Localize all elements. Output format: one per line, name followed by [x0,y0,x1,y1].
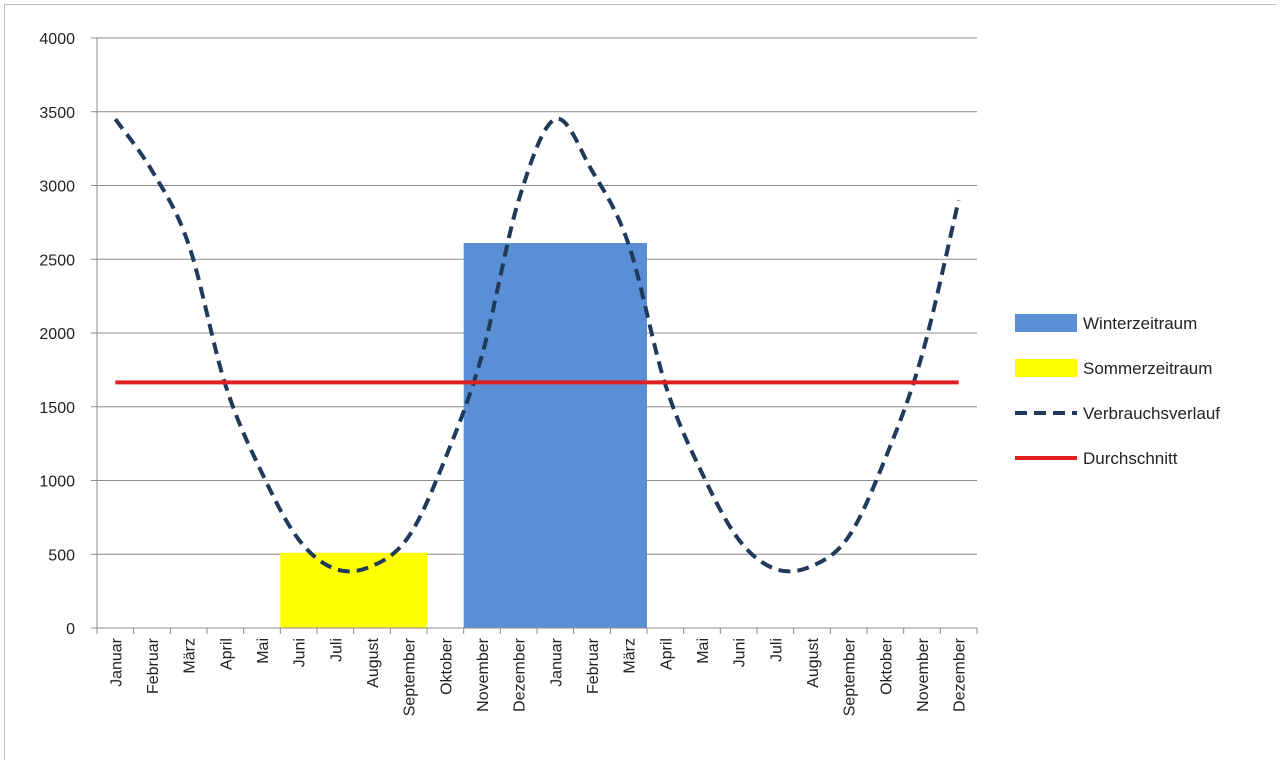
legend: Winterzeitraum Sommerzeitraum Verbrauchsve… [1015,314,1220,468]
x-tick-label-2: März [182,638,199,674]
legend-label-verbrauchsverlauf: Verbrauchsverlauf [1083,404,1220,423]
legend-swatch-winterzeitraum [1015,314,1077,332]
x-tick-label-5: Juni [292,638,309,667]
x-tick-label-7: August [365,637,382,687]
y-tick-label-500: 500 [48,547,75,564]
x-tick-label-15: April [658,638,675,670]
x-tick-label-22: November [915,637,932,711]
y-tick-label-2500: 2500 [39,252,75,269]
x-tick-label-11: Dezember [512,637,529,711]
x-tick-label-20: September [842,637,859,716]
x-tick-label-18: Juli [768,638,785,662]
x-tick-label-19: August [805,637,822,687]
axes: 0 500 1000 1500 2000 2500 3000 3500 4000 Januar Fe… [39,31,978,716]
y-tick-label-1000: 1000 [39,474,75,491]
y-tick-label-2000: 2000 [39,326,75,343]
x-tick-label-14: März [622,638,639,674]
legend-label-durchschnitt: Durchschnitt [1083,449,1178,468]
bar-sommerzeitraum [280,552,427,628]
x-tick-label-13: Februar [585,637,602,694]
y-tick-label-1500: 1500 [39,400,75,417]
legend-label-sommerzeitraum: Sommerzeitraum [1083,359,1212,378]
x-tick-label-12: Januar [548,637,565,687]
y-tick-label-3500: 3500 [39,105,75,122]
x-tick-label-21: Oktober [878,637,895,695]
series-lines [113,116,961,574]
x-tick-label-4: Mai [255,638,272,664]
legend-swatch-sommerzeitraum [1015,359,1077,377]
x-tick-label-1: Februar [145,637,162,694]
x-tick-label-8: September [402,637,419,716]
line-verbrauchsverlauf [113,116,961,574]
y-tick-label-3000: 3000 [39,179,75,196]
legend-label-winterzeitraum: Winterzeitraum [1083,314,1197,333]
x-tick-label-16: Mai [695,638,712,664]
x-tick-label-10: November [475,637,492,711]
x-tick-label-9: Oktober [438,637,455,695]
x-tick-label-6: Juli [328,638,345,662]
y-tick-label-4000: 4000 [39,31,75,48]
y-tick-label-0: 0 [66,621,75,638]
bar-winterzeitraum [463,243,647,628]
period-bars [280,243,647,628]
x-tick-label-23: Dezember [952,637,969,711]
x-tick-label-3: April [218,638,235,670]
x-tick-label-0: Januar [108,637,125,687]
x-tick-label-17: Juni [732,638,749,667]
